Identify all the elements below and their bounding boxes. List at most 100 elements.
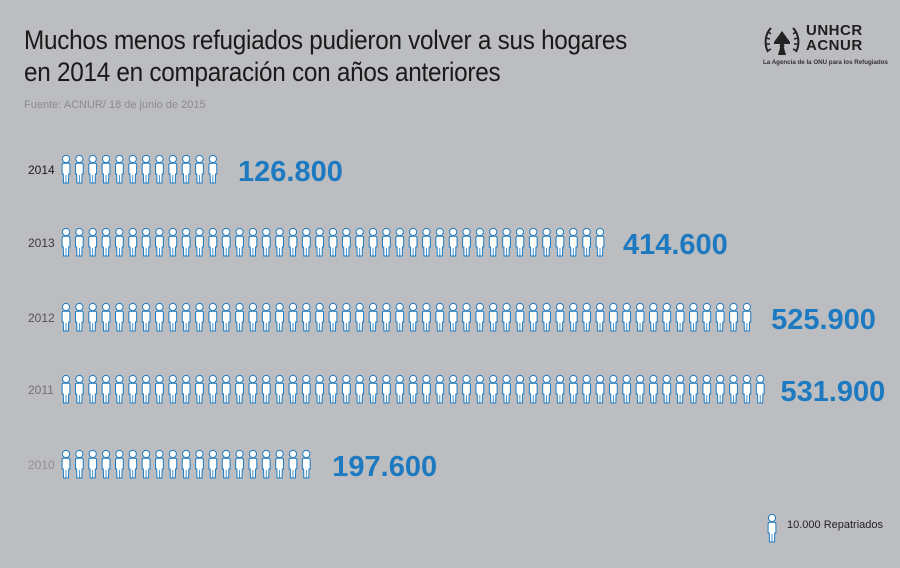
- person-icon: [462, 374, 471, 404]
- person-icon: [395, 302, 405, 332]
- person-icon: [235, 227, 244, 257]
- row-2012: 2012 525.900: [28, 302, 876, 336]
- person-icon: [395, 227, 405, 257]
- logo-tagline: La Agencia de la ONU para los Refugiados: [763, 59, 888, 66]
- person-icon: [435, 227, 445, 257]
- person-icon: [622, 374, 632, 404]
- person-icon: [88, 374, 98, 404]
- person-icon: [395, 374, 405, 404]
- person-icon: [542, 302, 551, 332]
- person-icon: [355, 227, 365, 257]
- person-icon: [328, 227, 338, 257]
- person-icon: [435, 374, 445, 404]
- person-icon: [328, 302, 338, 332]
- person-icon: [168, 374, 178, 404]
- person-icon: [221, 449, 231, 479]
- person-icon-partial: [755, 302, 762, 332]
- person-icon: [635, 374, 645, 404]
- person-icon: [408, 374, 418, 404]
- person-icon: [141, 374, 151, 404]
- person-icon: [101, 374, 111, 404]
- person-icon: [448, 227, 458, 257]
- person-icon: [88, 154, 98, 184]
- person-icon-partial: [769, 374, 771, 404]
- person-icon: [221, 302, 231, 332]
- person-icon: [662, 302, 672, 332]
- person-icon: [168, 449, 178, 479]
- year-label: 2010: [28, 458, 55, 472]
- person-icon: [502, 302, 511, 332]
- person-icon: [181, 302, 191, 332]
- person-icon: [448, 374, 458, 404]
- person-icon: [168, 227, 178, 257]
- person-icon: [61, 374, 71, 404]
- person-icon: [195, 227, 204, 257]
- person-icon: [128, 227, 138, 257]
- person-icon: [288, 374, 298, 404]
- person-icon: [261, 374, 271, 404]
- person-icon: [488, 374, 498, 404]
- person-icon: [155, 302, 164, 332]
- person-icon: [528, 227, 538, 257]
- person-icon: [248, 302, 258, 332]
- person-icon: [301, 449, 311, 479]
- person-icon: [702, 302, 712, 332]
- person-icon: [275, 227, 284, 257]
- unhcr-emblem-icon: [764, 27, 800, 55]
- person-icon: [715, 302, 725, 332]
- person-icon: [181, 227, 191, 257]
- person-icon: [355, 302, 365, 332]
- person-icon: [128, 374, 138, 404]
- person-icon: [315, 302, 325, 332]
- person-icon: [542, 227, 551, 257]
- person-icon: [101, 302, 111, 332]
- row-2011: 2011 531.900: [28, 374, 885, 408]
- person-icon: [155, 374, 164, 404]
- value-label: 126.800: [238, 156, 343, 188]
- person-icon: [248, 227, 258, 257]
- person-icon: [208, 154, 218, 184]
- person-icon: [462, 302, 471, 332]
- person-icon: [595, 227, 605, 257]
- person-icon: [382, 302, 391, 332]
- person-icon: [341, 302, 351, 332]
- person-icon: [221, 227, 231, 257]
- person-icon: [261, 449, 271, 479]
- person-icon: [582, 374, 592, 404]
- person-icon: [61, 227, 71, 257]
- person-icon: [689, 302, 698, 332]
- person-icon: [475, 302, 485, 332]
- person-icon: [341, 374, 351, 404]
- person-icon: [101, 154, 111, 184]
- legend-label: 10.000 Repatriados: [787, 519, 884, 531]
- person-icon: [315, 227, 325, 257]
- person-icon: [181, 154, 191, 184]
- person-icon: [528, 374, 538, 404]
- person-icon: [408, 302, 418, 332]
- row-2013: 2013 414.600: [28, 227, 728, 261]
- person-icon: [715, 374, 725, 404]
- value-label: 197.600: [332, 451, 437, 483]
- year-label: 2011: [28, 383, 54, 397]
- person-icon: [542, 374, 551, 404]
- person-icon: [595, 302, 605, 332]
- person-icon: [235, 302, 244, 332]
- unhcr-logo: UNHCR ACNUR La Agencia de la ONU para lo…: [762, 22, 888, 66]
- person-icon-partial: [608, 227, 613, 257]
- person-icon: [422, 302, 431, 332]
- person-icon: [101, 227, 111, 257]
- person-icon: [195, 302, 204, 332]
- person-icon: [649, 374, 658, 404]
- person-icon: [74, 374, 84, 404]
- person-icon: [448, 302, 458, 332]
- person-icon: [555, 374, 565, 404]
- person-icon: [729, 302, 738, 332]
- person-icon-partial: [221, 154, 228, 184]
- person-icon: [662, 374, 672, 404]
- person-icon: [382, 374, 391, 404]
- person-icon: [488, 227, 498, 257]
- person-icon: [301, 227, 311, 257]
- row-2010: 2010 197.600: [28, 449, 437, 483]
- row-2014: 2014 126.800: [28, 154, 343, 188]
